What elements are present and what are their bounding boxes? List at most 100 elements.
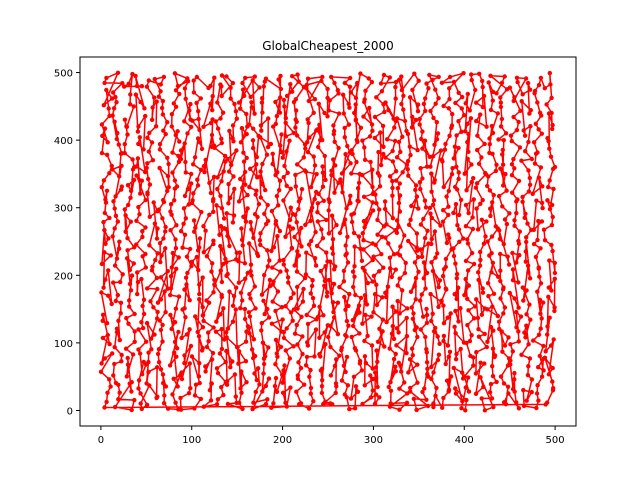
tour-point	[191, 90, 197, 95]
tour-point	[326, 197, 331, 202]
tour-point	[204, 254, 210, 259]
tour-point	[194, 254, 199, 260]
tour-point	[265, 306, 270, 312]
tour-point	[538, 165, 544, 170]
tour-point	[505, 384, 511, 389]
tour-point	[200, 304, 205, 310]
tour-point	[210, 350, 216, 356]
tour-point	[148, 336, 154, 341]
tour-point	[160, 216, 165, 221]
tour-point	[350, 151, 355, 157]
tour-point	[127, 304, 132, 309]
tour-point	[552, 270, 558, 276]
tour-point	[437, 341, 442, 346]
tour-point	[509, 138, 514, 144]
tour-point	[137, 212, 142, 217]
tour-point	[412, 71, 417, 76]
tour-point	[429, 318, 434, 324]
tour-point	[453, 308, 458, 314]
tour-point	[139, 276, 144, 282]
tour-point	[499, 329, 504, 334]
tour-point	[315, 210, 320, 215]
tour-point	[337, 230, 343, 236]
tour-point	[211, 174, 217, 180]
tour-point	[161, 380, 166, 386]
tour-point	[358, 125, 364, 130]
tour-point	[427, 154, 432, 159]
tour-point	[420, 176, 425, 181]
tour-point	[530, 191, 535, 196]
tour-point	[184, 332, 190, 337]
tour-point	[242, 306, 248, 312]
tour-point	[241, 150, 246, 155]
tour-point	[545, 198, 550, 203]
tour-point	[410, 353, 415, 358]
tour-point	[474, 206, 479, 211]
tour-point	[462, 374, 467, 379]
tour-point	[251, 337, 257, 342]
tour-point	[501, 400, 507, 405]
tour-point	[299, 187, 305, 192]
tour-point	[525, 80, 531, 86]
tour-point	[522, 215, 527, 220]
tour-point	[129, 389, 134, 394]
tour-point	[470, 226, 476, 232]
tour-point	[510, 267, 516, 272]
tour-point	[312, 97, 318, 102]
tour-point	[283, 120, 288, 126]
tour-point	[442, 147, 448, 152]
tour-point	[476, 327, 481, 332]
tour-point	[306, 120, 311, 126]
tour-point	[243, 359, 249, 364]
tour-point	[371, 190, 376, 195]
tour-point	[414, 325, 419, 330]
tour-point	[233, 109, 239, 114]
tour-point	[198, 96, 203, 101]
tour-point	[210, 117, 215, 122]
tour-point	[176, 153, 181, 159]
tour-point	[301, 286, 306, 292]
tour-point	[533, 121, 538, 127]
tour-point	[130, 352, 136, 357]
tour-point	[240, 87, 246, 92]
tour-point	[375, 384, 380, 390]
tour-point	[536, 398, 541, 403]
tour-point	[424, 81, 429, 86]
tour-point	[293, 212, 298, 218]
tour-point	[371, 273, 377, 279]
tour-point	[421, 314, 426, 319]
tour-point	[320, 378, 325, 383]
tour-point	[315, 219, 320, 224]
tour-point	[336, 145, 341, 151]
tour-point	[255, 251, 260, 256]
tour-point	[306, 242, 312, 247]
tour-point	[127, 298, 132, 303]
tour-point	[483, 234, 488, 239]
tour-point	[209, 381, 214, 386]
tour-point	[137, 351, 143, 356]
tour-point	[329, 172, 334, 178]
tour-point	[318, 138, 323, 143]
tour-point	[339, 171, 345, 176]
tour-point	[244, 131, 249, 137]
tour-point	[319, 390, 325, 396]
tour-point	[243, 219, 249, 224]
tour-point	[196, 109, 201, 114]
tour-point	[516, 238, 521, 244]
tour-point	[288, 310, 294, 315]
tour-point	[428, 164, 433, 169]
tour-point	[404, 400, 410, 405]
tour-point	[183, 170, 188, 175]
tour-point	[463, 276, 468, 282]
tour-point	[343, 152, 348, 157]
tour-point	[197, 361, 202, 366]
tour-point	[139, 178, 144, 183]
tour-point	[441, 333, 447, 339]
tour-point	[183, 275, 189, 280]
chart-title: GlobalCheapest_2000	[262, 39, 394, 53]
tour-point	[271, 124, 276, 129]
tour-point	[224, 330, 229, 335]
tour-point	[305, 321, 311, 327]
tour-point	[302, 382, 307, 387]
tour-point	[430, 311, 435, 316]
